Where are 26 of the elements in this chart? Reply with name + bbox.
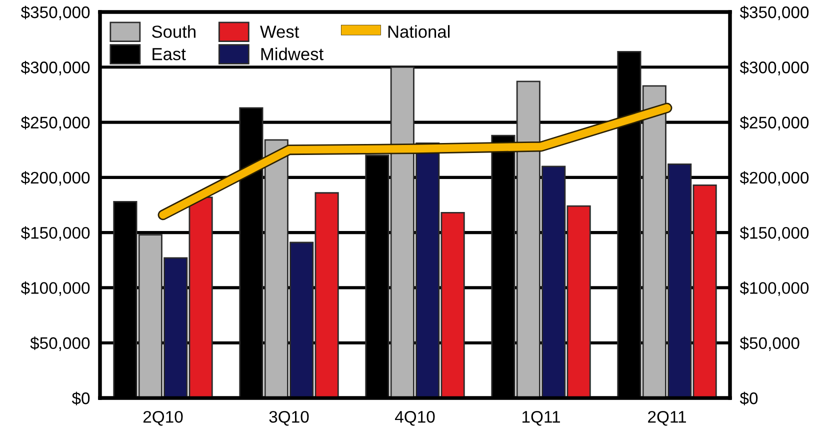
x-tick-label: 3Q10 xyxy=(269,410,309,426)
y-tick-label: $250,000 xyxy=(20,116,90,130)
x-tick-label: 2Q11 xyxy=(648,410,686,426)
legend-label: West xyxy=(260,26,300,38)
y2-tick-label: $50,000 xyxy=(740,336,800,352)
legend-label: National xyxy=(388,25,450,38)
y-tick-label: $50,000 xyxy=(30,336,90,352)
y2-tick-label: $200,000 xyxy=(740,171,809,186)
y2-tick-label: $250,000 xyxy=(740,116,809,130)
y-tick-label: $200,000 xyxy=(20,171,90,186)
y2-tick-label: $150,000 xyxy=(740,226,809,241)
y2-tick-label: $100,000 xyxy=(740,281,809,296)
y2-tick-label: $0 xyxy=(740,392,758,406)
legend-label: Midwest xyxy=(261,48,324,60)
legend-label: South xyxy=(152,25,196,38)
x-tick-label: 4Q10 xyxy=(395,410,435,426)
y-tick-label: $0 xyxy=(72,392,90,406)
x-tick-label: 1Q11 xyxy=(522,410,560,426)
legend-label: East xyxy=(152,48,186,60)
y2-tick-label: $350,000 xyxy=(740,6,809,20)
y-tick-label: $150,000 xyxy=(20,226,90,241)
y2-tick-label: $300,000 xyxy=(740,60,809,76)
y-tick-label: $300,000 xyxy=(20,60,90,76)
x-tick-label: 2Q10 xyxy=(143,410,183,426)
y-tick-label: $350,000 xyxy=(20,6,90,20)
y-tick-label: $100,000 xyxy=(20,281,90,296)
